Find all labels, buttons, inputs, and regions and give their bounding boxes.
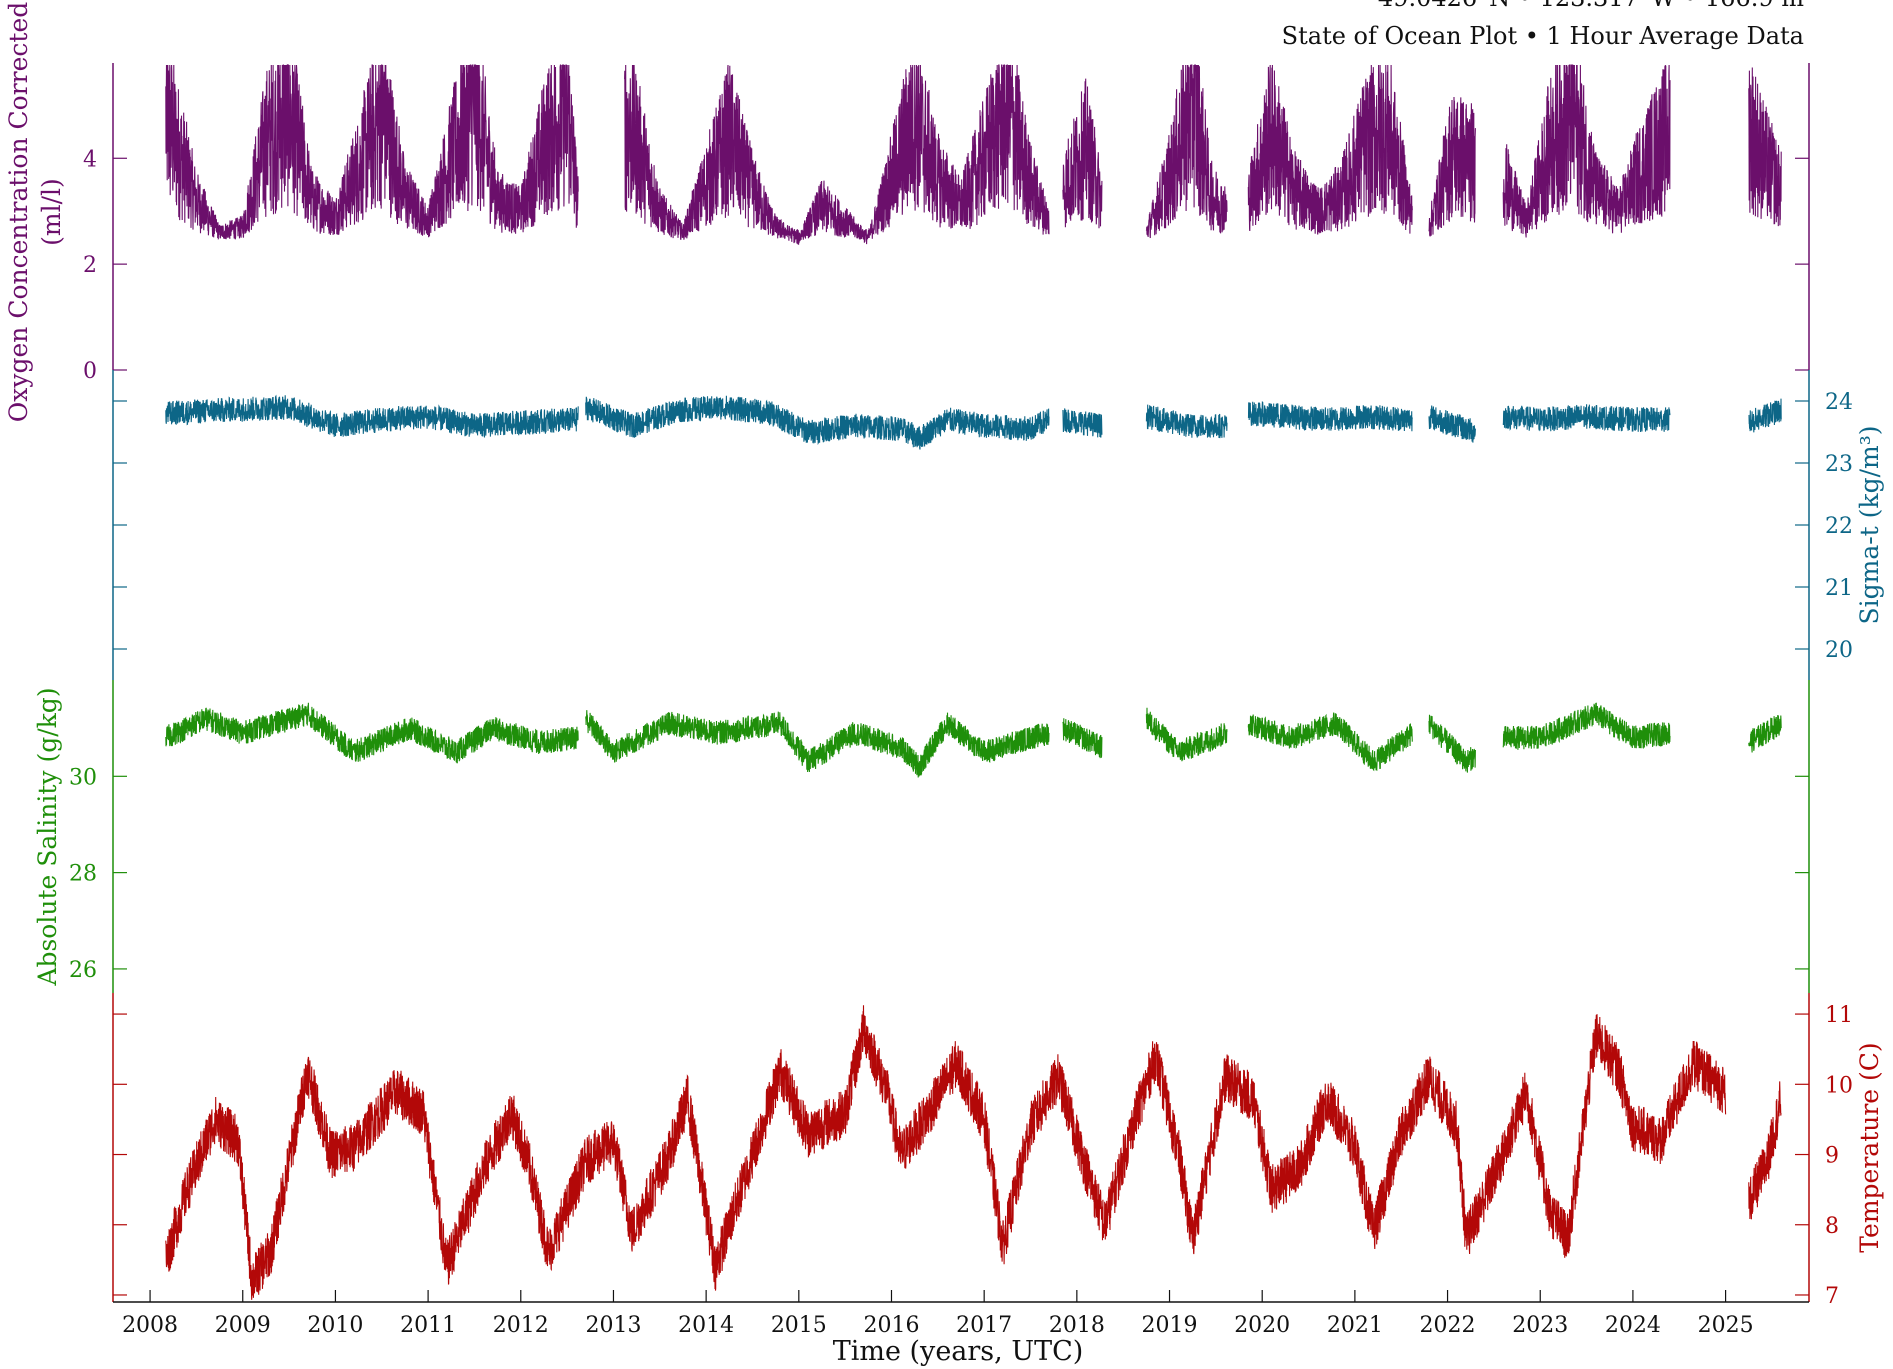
sigma-tick-label: 24 xyxy=(1825,390,1853,415)
salinity-series-segment xyxy=(1062,718,1103,759)
sigma-series-segment xyxy=(1145,404,1228,439)
sigma-series-segment xyxy=(1502,404,1671,433)
x-tick-label: 2014 xyxy=(678,1313,734,1338)
x-tick-label: 2023 xyxy=(1512,1313,1568,1338)
sigma-tick-label: 20 xyxy=(1825,638,1853,663)
temperature-tick-label: 8 xyxy=(1825,1214,1839,1239)
oxygen-series-segment xyxy=(165,63,579,240)
salinity-panel: 26 28 30 Absolute Salinity (g/kg) xyxy=(33,680,1810,993)
sigma-axis-label: Sigma-t (kg/m³) xyxy=(1855,426,1884,625)
salinity-series-segment xyxy=(1428,714,1476,773)
temperature-axis-label: Temperature (C) xyxy=(1855,1042,1884,1252)
x-tick-label: 2024 xyxy=(1605,1313,1661,1338)
x-tick-label: 2020 xyxy=(1234,1313,1290,1338)
oxygen-series-segment xyxy=(1062,78,1103,229)
header-location: 49.0426°N • 123.317°W • 166.9 m xyxy=(1378,0,1804,12)
x-tick-label: 2015 xyxy=(771,1313,827,1338)
x-tick-label: 2012 xyxy=(493,1313,549,1338)
oxygen-tick-label: 2 xyxy=(83,253,97,278)
salinity-series-segment xyxy=(1145,707,1228,762)
salinity-series-segment xyxy=(165,702,579,764)
salinity-series-segment xyxy=(1748,715,1782,753)
oxygen-panel: 0 2 4 Oxygen Concentration Corrected (ml/l) xyxy=(4,2,1810,423)
x-tick-label: 2009 xyxy=(215,1313,271,1338)
salinity-axis-label: Absolute Salinity (g/kg) xyxy=(33,687,62,986)
oxygen-series-segment xyxy=(1502,64,1671,238)
x-tick-label: 2022 xyxy=(1420,1313,1476,1338)
sigma-series-segment xyxy=(585,395,1050,450)
x-tick-label: 2016 xyxy=(863,1313,919,1338)
oxygen-tick-label: 0 xyxy=(83,359,97,384)
oxygen-tick-label: 4 xyxy=(83,147,97,172)
sigma-series-segment xyxy=(1062,408,1103,438)
x-tick-label: 2025 xyxy=(1698,1313,1754,1338)
salinity-series-segment xyxy=(1502,702,1671,750)
header-plot-type: State of Ocean Plot • 1 Hour Average Dat… xyxy=(1281,22,1804,50)
x-tick-label: 2013 xyxy=(585,1313,641,1338)
x-tick-label: 2018 xyxy=(1049,1313,1105,1338)
temperature-tick-label: 9 xyxy=(1825,1144,1839,1169)
x-tick-label: 2008 xyxy=(122,1313,178,1338)
oxygen-series-segment xyxy=(1145,64,1228,239)
temperature-tick-label: 11 xyxy=(1825,1003,1853,1028)
sigma-series-segment xyxy=(1428,405,1476,443)
salinity-tick-label: 26 xyxy=(69,958,97,983)
x-tick-label: 2011 xyxy=(400,1313,456,1338)
oxygen-series-segment xyxy=(1748,67,1782,227)
salinity-series-segment xyxy=(1247,712,1413,772)
x-tick-label: 2017 xyxy=(956,1313,1012,1338)
temperature-tick-label: 7 xyxy=(1825,1284,1839,1309)
temperature-tick-label: 10 xyxy=(1825,1073,1853,1098)
temperature-series-segment xyxy=(165,1005,1727,1300)
oxygen-axis-label-line1: Oxygen Concentration Corrected xyxy=(4,2,33,423)
sigma-series-segment xyxy=(165,394,579,438)
oxygen-series-segment xyxy=(1247,64,1413,235)
x-tick-label: 2021 xyxy=(1327,1313,1383,1338)
time-axis: 2008 2009 2010 2011 2012 2013 2014 2015 2016 2017… xyxy=(113,1290,1809,1338)
sigma-tick-label: 23 xyxy=(1825,452,1853,477)
temperature-series-segment xyxy=(1748,1081,1782,1220)
x-axis-label: Time (years, UTC) xyxy=(833,1336,1084,1367)
sigma-series-segment xyxy=(1748,398,1782,433)
salinity-tick-label: 28 xyxy=(69,862,97,887)
oxygen-axis-label-line2: (ml/l) xyxy=(37,178,66,246)
oxygen-series-segment xyxy=(1428,96,1476,237)
salinity-tick-label: 30 xyxy=(69,765,97,790)
oxygen-series-segment xyxy=(624,64,1050,245)
sigma-tick-label: 22 xyxy=(1825,514,1853,539)
sigma-tick-label: 21 xyxy=(1825,576,1853,601)
x-tick-label: 2019 xyxy=(1142,1313,1198,1338)
x-tick-label: 2010 xyxy=(307,1313,363,1338)
salinity-series-segment xyxy=(585,710,1050,778)
sigma-series-segment xyxy=(1247,401,1413,432)
